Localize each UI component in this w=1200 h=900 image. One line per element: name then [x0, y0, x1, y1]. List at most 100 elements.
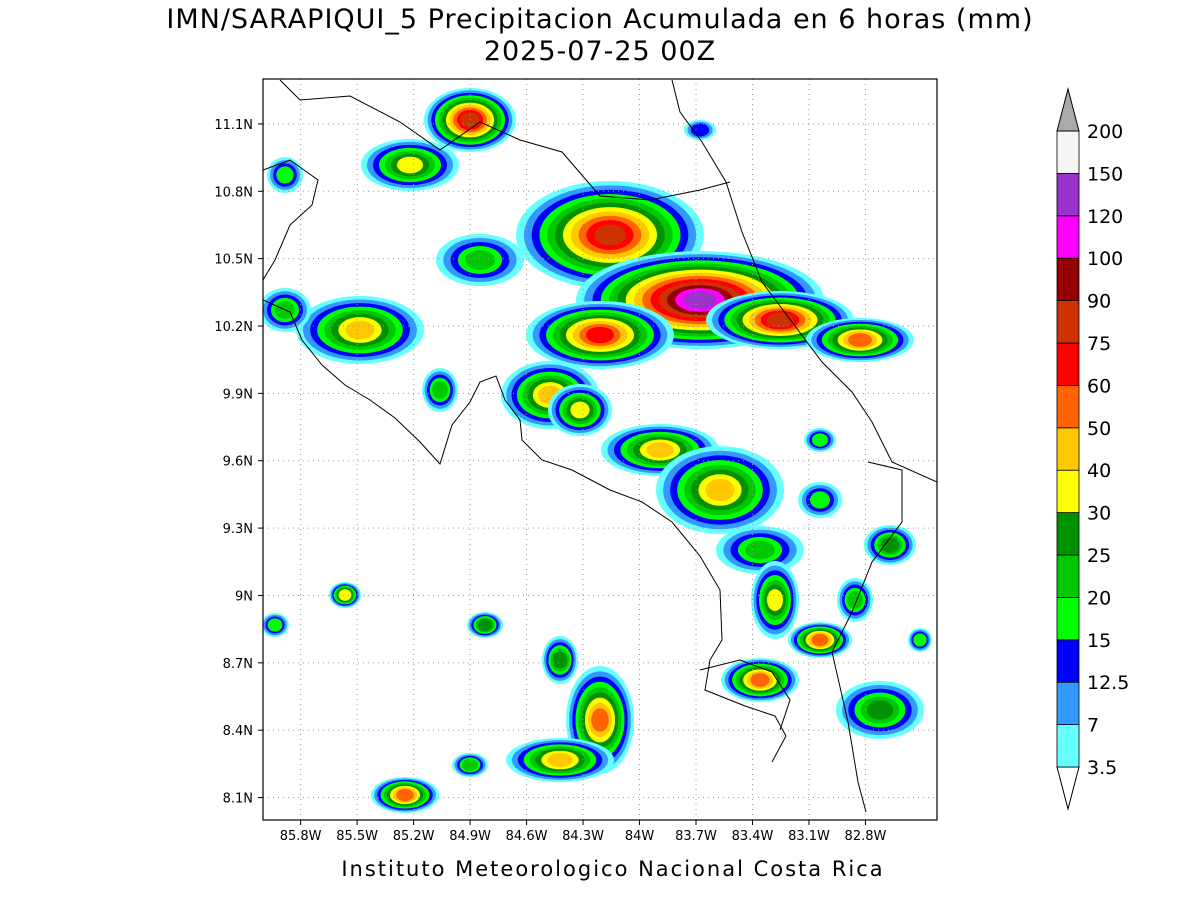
colorbar-label: 200: [1087, 121, 1123, 143]
rain-cell: [683, 291, 717, 309]
rain-cell: [345, 320, 375, 340]
rain-cell: [465, 250, 495, 270]
colorbar-over: [1056, 87, 1080, 132]
colorbar-label: 7: [1087, 715, 1099, 737]
colorbar-label: 20: [1087, 587, 1111, 609]
colorbar-box: [1056, 681, 1080, 726]
subtitle: 2025-07-25 00Z: [484, 36, 716, 67]
nicoya-coast: [263, 159, 319, 281]
rain-cell: [586, 326, 614, 344]
x-tick-label: 84.9W: [449, 829, 491, 844]
colorbar-box: [1056, 342, 1080, 386]
rain-cell: [397, 156, 423, 174]
rain-cell: [866, 700, 894, 720]
rain-cell: [396, 788, 414, 802]
x-tick-label: 83.7W: [675, 829, 717, 844]
colorbar-label: 90: [1087, 291, 1111, 313]
title: IMN/SARAPIQUI_5 Precipitacion Acumulada …: [166, 4, 1033, 35]
colorbar-label: 15: [1087, 630, 1111, 652]
rain-cell: [767, 589, 783, 611]
colorbar-box: [1056, 512, 1080, 556]
colorbar-box: [1056, 554, 1080, 598]
colorbar-label: 30: [1087, 503, 1111, 525]
rain-cell: [570, 401, 590, 419]
x-tick-label: 84W: [625, 829, 655, 844]
rain-cell: [810, 491, 830, 509]
colorbar-label: 40: [1087, 460, 1111, 482]
colorbar-label: 3.5: [1087, 757, 1117, 779]
rain-cell: [848, 333, 872, 347]
colorbar-box: [1056, 130, 1080, 174]
osa-coast: [699, 659, 791, 731]
y-tick-label: 8.7N: [223, 657, 253, 672]
y-tick-label: 11.1N: [214, 118, 253, 133]
colorbar-label: 120: [1087, 206, 1123, 228]
colorbar-label: 50: [1087, 418, 1111, 440]
panama-border: [831, 461, 903, 813]
footer: Instituto Meteorologico Nacional Costa R…: [341, 857, 884, 881]
y-tick-label: 9N: [235, 589, 253, 604]
pacific-coast: [263, 299, 787, 763]
x-tick-label: 84.6W: [506, 829, 548, 844]
colorbar-box: [1056, 384, 1080, 429]
rain-cell: [462, 758, 478, 772]
rain-cell: [880, 537, 900, 553]
colorbar-label: 100: [1087, 248, 1123, 270]
y-tick-label: 10.2N: [214, 320, 253, 335]
grid: [263, 79, 937, 820]
rain-cell: [847, 591, 863, 609]
colorbar: 3.5 7 12.5 15 20 25 30 40 50 60 75 90 100 120 150 200: [1056, 87, 1129, 811]
rain-cell: [750, 673, 770, 687]
rain-cell: [552, 651, 568, 669]
colorbar-box: [1056, 597, 1080, 641]
y-tick-label: 9.6N: [223, 455, 253, 470]
rain-cell: [338, 589, 352, 601]
colorbar-label: 60: [1087, 375, 1111, 397]
colorbar-label: 150: [1087, 163, 1123, 185]
rain-cell: [267, 618, 283, 632]
rain-cell: [591, 708, 609, 732]
y-tick-label: 8.1N: [223, 792, 253, 807]
colorbar-box: [1056, 172, 1080, 217]
y-tick-label: 8.4N: [223, 724, 253, 739]
rain-cell: [812, 433, 828, 447]
rain-cell: [276, 166, 294, 184]
y-tick-label: 10.8N: [214, 185, 253, 200]
colorbar-under: [1056, 766, 1080, 811]
axes: 85.8W 85.5W 85.2W 84.9W 84.6W 84.3W 84W 83.7W 83…: [214, 118, 886, 844]
colorbar-box: [1056, 257, 1080, 302]
colorbar-label: 12.5: [1087, 672, 1129, 694]
rain-cell: [432, 381, 448, 399]
rain-cell: [913, 633, 927, 647]
y-tick-label: 10.5N: [214, 253, 253, 268]
y-tick-label: 9.3N: [223, 522, 253, 537]
rain-cell: [766, 312, 794, 328]
x-tick-label: 83.4W: [732, 829, 774, 844]
rain-cell: [811, 633, 829, 647]
coastlines: [263, 79, 937, 813]
rain-cell: [594, 224, 626, 246]
nicaragua-border: [279, 79, 731, 201]
rain-cell: [646, 442, 674, 458]
colorbar-box: [1056, 724, 1080, 768]
rain-cell: [547, 752, 573, 768]
rain-cell: [745, 540, 775, 560]
colorbar-box: [1056, 469, 1080, 514]
colorbar-box: [1056, 300, 1080, 344]
caribbean-coast: [671, 79, 937, 483]
y-tick-label: 9.9N: [223, 387, 253, 402]
colorbar-box: [1056, 215, 1080, 259]
precipitation-field: [263, 88, 932, 813]
x-tick-label: 83.1W: [788, 829, 830, 844]
colorbar-box: [1056, 639, 1080, 683]
rain-cell: [705, 478, 735, 502]
x-tick-label: 85.2W: [393, 829, 435, 844]
colorbar-label: 25: [1087, 545, 1111, 567]
x-tick-label: 82.8W: [845, 829, 887, 844]
colorbar-label: 75: [1087, 333, 1111, 355]
map-frame: [262, 78, 938, 821]
x-tick-label: 84.3W: [562, 829, 604, 844]
x-tick-label: 85.8W: [280, 829, 322, 844]
colorbar-box: [1056, 427, 1080, 471]
